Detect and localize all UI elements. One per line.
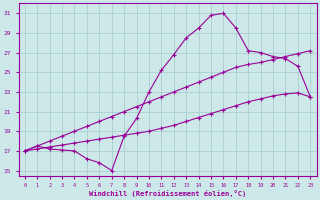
X-axis label: Windchill (Refroidissement éolien,°C): Windchill (Refroidissement éolien,°C) xyxy=(89,190,246,197)
